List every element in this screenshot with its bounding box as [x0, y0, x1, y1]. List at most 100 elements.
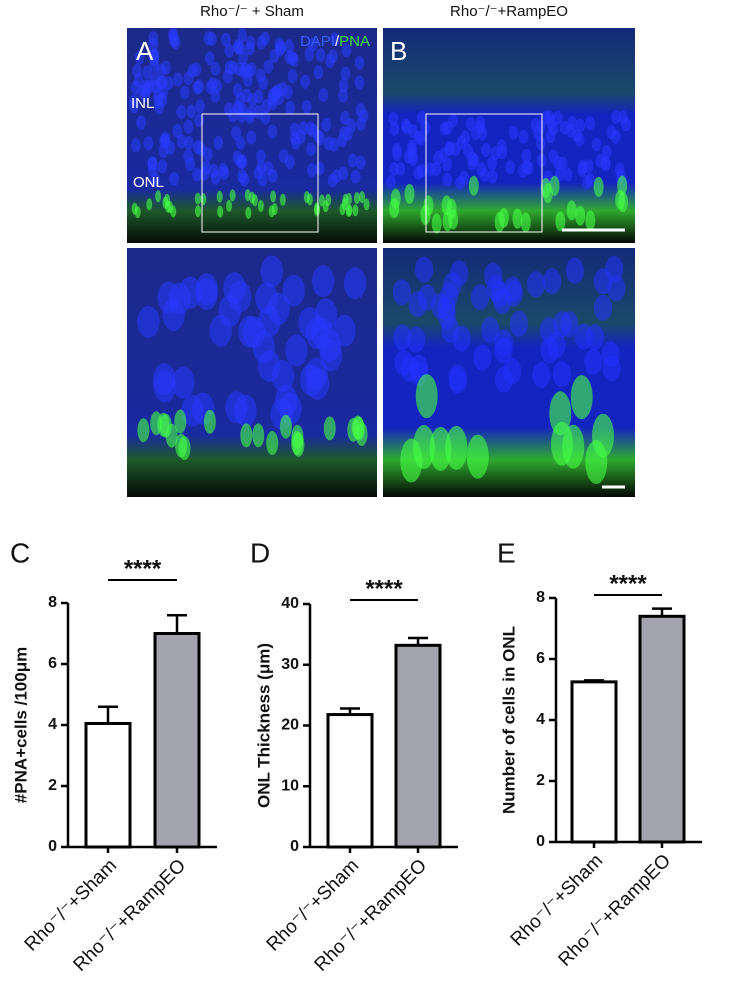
nucleus [269, 48, 280, 63]
nucleus [168, 28, 179, 43]
nucleus [287, 69, 298, 84]
nucleus [284, 39, 295, 54]
pna-stain [363, 198, 370, 211]
nucleus [585, 116, 596, 131]
nucleus [354, 55, 365, 70]
nucleus [202, 147, 213, 162]
nucleus [437, 303, 457, 330]
nucleus [497, 145, 508, 160]
nucleus [602, 355, 621, 382]
pna-stain [279, 193, 286, 206]
nucleus [354, 75, 365, 90]
nucleus [463, 143, 473, 158]
nucleus [557, 156, 568, 171]
nucleus [321, 117, 332, 132]
pna-stain [593, 176, 604, 197]
nucleus [169, 171, 180, 186]
nucleus [274, 90, 285, 105]
nucleus [210, 170, 221, 185]
nucleus [300, 363, 323, 396]
nucleus [417, 284, 437, 311]
pna-stain [291, 430, 304, 455]
nucleus [329, 32, 340, 47]
nucleus [192, 167, 202, 182]
pna-stain [404, 183, 415, 204]
nucleus [487, 156, 497, 171]
nucleus [415, 256, 434, 283]
y-tick-label: 30 [281, 656, 299, 673]
nucleus [521, 148, 532, 163]
nucleus [601, 145, 612, 160]
nucleus [161, 60, 171, 75]
pna-stain [423, 195, 434, 216]
bar [153, 632, 201, 849]
nucleus [393, 324, 412, 351]
nucleus [260, 255, 284, 288]
micrographs [127, 28, 635, 497]
significance-label: **** [609, 570, 647, 597]
x-tick-label: Rho⁻/⁻+RampEO [555, 850, 676, 971]
nucleus [448, 367, 467, 394]
pna-stain [146, 198, 153, 211]
nucleus [338, 78, 349, 93]
bar [570, 680, 618, 844]
nucleus [338, 166, 349, 181]
column-title: Rho⁻/⁻+RampEO [450, 3, 568, 20]
nucleus [385, 174, 396, 189]
nucleus [218, 162, 229, 177]
nucleus [186, 104, 197, 119]
nucleus [142, 65, 153, 80]
nucleus [137, 305, 160, 338]
nucleus [253, 104, 264, 119]
bar [638, 614, 686, 844]
nucleus [473, 344, 492, 371]
nucleus [176, 105, 187, 120]
nucleus [466, 116, 476, 131]
nucleus [301, 99, 312, 114]
nucleus [307, 162, 317, 177]
nucleus [147, 156, 158, 171]
nuclei [129, 28, 631, 485]
nucleus [548, 149, 559, 164]
pna-stain [174, 409, 187, 434]
nucleus [313, 65, 324, 80]
significance-label: **** [124, 555, 162, 582]
nucleus [306, 142, 317, 157]
nucleus [611, 130, 621, 145]
nucleus [605, 255, 624, 282]
nucleus [535, 119, 546, 134]
panel-letter: C [10, 537, 30, 568]
nucleus [544, 110, 555, 125]
pna-stain [352, 204, 359, 217]
pna-stain [318, 194, 325, 207]
pna-stain [245, 206, 252, 219]
nucleus [318, 88, 329, 103]
nucleus [593, 294, 613, 321]
nucleus [285, 100, 296, 115]
y-tick-label: 20 [281, 717, 299, 734]
nucleus [231, 125, 241, 140]
nucleus [311, 317, 334, 350]
nucleus [253, 165, 264, 180]
pna-stain [240, 423, 253, 448]
y-axis-label: #PNA+cells /100μm [11, 647, 30, 803]
layer-label: INL [131, 95, 154, 112]
nucleus [526, 271, 546, 298]
pna-stain [412, 424, 435, 469]
nucleus [246, 130, 257, 145]
nucleus [247, 92, 258, 107]
nucleus [150, 172, 161, 187]
pna-stain [257, 199, 264, 212]
nucleus [433, 150, 444, 165]
pna-stain [216, 190, 223, 203]
nucleus [222, 69, 233, 84]
nucleus [239, 172, 250, 187]
y-tick-label: 8 [48, 594, 57, 611]
stain-dapi: DAPI [300, 33, 335, 50]
nucleus [271, 359, 295, 392]
layer-label: ONL [133, 174, 164, 191]
bar [84, 721, 132, 849]
nucleus [267, 124, 278, 139]
panel-letter: B [390, 36, 407, 66]
